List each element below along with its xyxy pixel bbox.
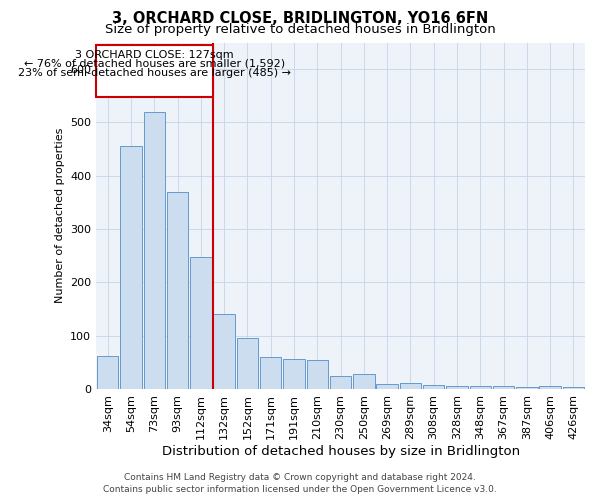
Text: 23% of semi-detached houses are larger (485) →: 23% of semi-detached houses are larger (… xyxy=(18,68,291,78)
Bar xyxy=(470,386,491,389)
Text: Contains HM Land Registry data © Crown copyright and database right 2024.
Contai: Contains HM Land Registry data © Crown c… xyxy=(103,472,497,494)
Text: ← 76% of detached houses are smaller (1,592): ← 76% of detached houses are smaller (1,… xyxy=(24,59,285,69)
Bar xyxy=(400,382,421,389)
Bar xyxy=(446,386,467,389)
Bar xyxy=(260,357,281,389)
Bar xyxy=(539,386,561,389)
Bar xyxy=(190,257,212,389)
Bar xyxy=(121,146,142,389)
Text: Size of property relative to detached houses in Bridlington: Size of property relative to detached ho… xyxy=(104,22,496,36)
Bar xyxy=(167,192,188,389)
Bar xyxy=(97,356,118,389)
Bar xyxy=(283,358,305,389)
Bar xyxy=(516,387,538,389)
Bar xyxy=(423,385,445,389)
Bar xyxy=(376,384,398,389)
FancyBboxPatch shape xyxy=(96,45,212,97)
Bar xyxy=(493,386,514,389)
Bar xyxy=(307,360,328,389)
Bar xyxy=(143,112,165,389)
Bar xyxy=(237,338,258,389)
Bar xyxy=(214,314,235,389)
Bar xyxy=(353,374,374,389)
X-axis label: Distribution of detached houses by size in Bridlington: Distribution of detached houses by size … xyxy=(161,444,520,458)
Y-axis label: Number of detached properties: Number of detached properties xyxy=(55,128,65,304)
Bar xyxy=(563,387,584,389)
Text: 3 ORCHARD CLOSE: 127sqm: 3 ORCHARD CLOSE: 127sqm xyxy=(75,50,233,60)
Text: 3, ORCHARD CLOSE, BRIDLINGTON, YO16 6FN: 3, ORCHARD CLOSE, BRIDLINGTON, YO16 6FN xyxy=(112,11,488,26)
Bar xyxy=(330,376,351,389)
